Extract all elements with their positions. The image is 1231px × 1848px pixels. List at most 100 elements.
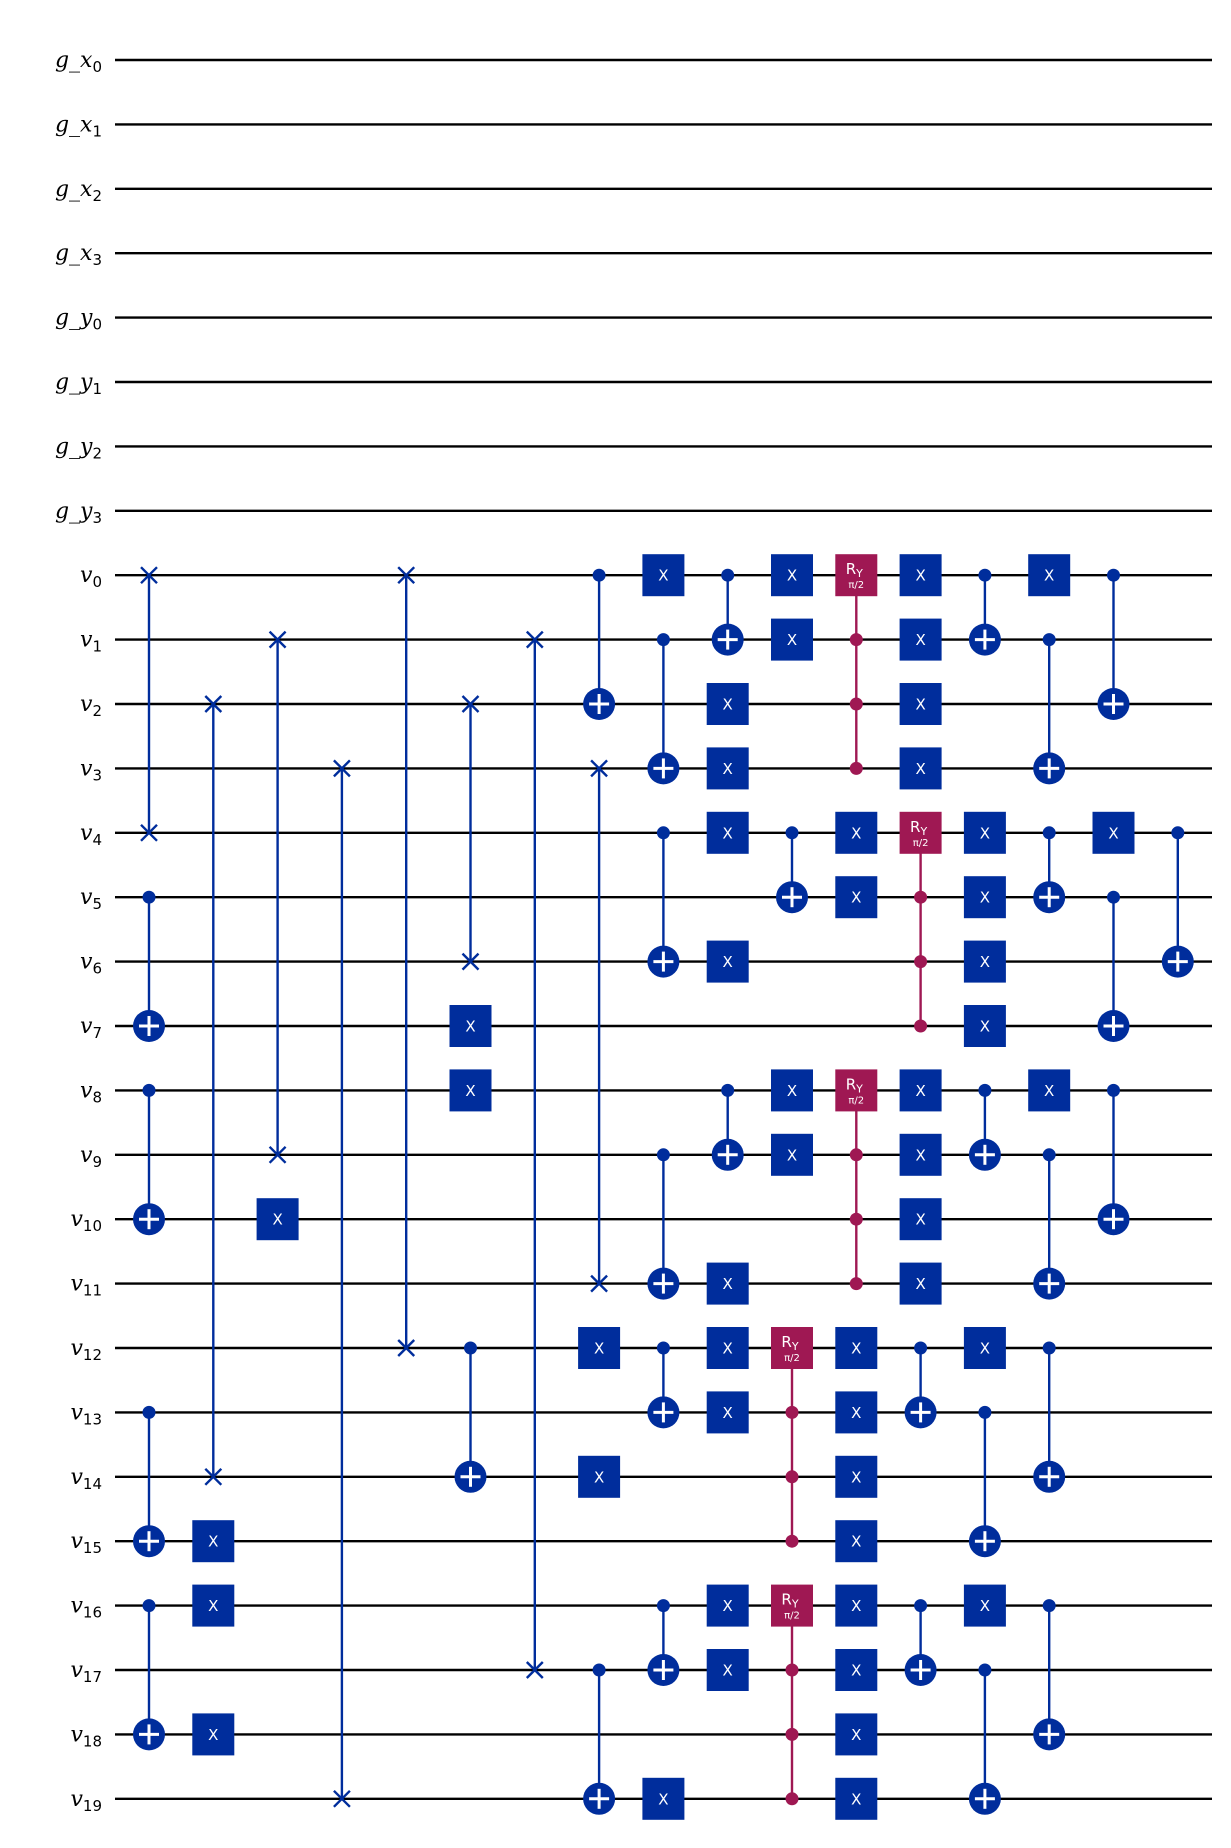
cnot-gate <box>711 568 744 656</box>
x-gate-label: X <box>1044 1082 1054 1100</box>
x-gate-box <box>835 1391 878 1434</box>
cnot-gate <box>647 1148 680 1300</box>
control-dot <box>914 1019 928 1033</box>
qubit-label: v13 <box>70 1400 102 1428</box>
x-gate-label: X <box>915 760 925 778</box>
cnot-gate <box>968 1083 1001 1171</box>
swap-gate <box>590 759 608 1293</box>
x-gate: X <box>449 1069 492 1112</box>
x-gate: X <box>578 1327 621 1369</box>
swap-gate <box>268 630 287 1164</box>
control-dot <box>914 955 928 969</box>
swap-gate <box>204 695 223 1486</box>
x-gate-label: X <box>723 1404 733 1422</box>
cnot-gate <box>647 633 680 785</box>
x-gate-box <box>899 683 942 725</box>
qubit-index: 2 <box>92 444 102 462</box>
x-gate: X <box>963 1005 1006 1047</box>
swap-cross-b <box>204 1467 223 1486</box>
ry-gate-box <box>771 1327 813 1369</box>
ry-gate-param: π/2 <box>913 838 929 849</box>
x-gate-label: X <box>980 1340 990 1358</box>
swap-gate <box>140 566 158 842</box>
qubit-name: v <box>70 1594 83 1619</box>
cnot-gate <box>133 1405 165 1558</box>
qubit-index: 2 <box>92 702 102 720</box>
x-gate: X <box>706 940 749 983</box>
x-gate-label: X <box>465 1018 475 1036</box>
qubit-index: 7 <box>92 1024 102 1042</box>
qubit-name: v <box>70 1400 83 1425</box>
x-gate-label: X <box>851 1404 861 1422</box>
cnot-gate <box>968 1663 1001 1815</box>
qubit-label: g_y3 <box>55 499 102 527</box>
x-gate-box <box>706 1262 749 1305</box>
control-dot <box>849 633 863 647</box>
x-gate-box <box>835 876 878 919</box>
x-gate-label: X <box>980 824 990 842</box>
cnot-gate <box>904 1599 937 1686</box>
cnot-gate <box>904 1341 937 1429</box>
x-gate-label: X <box>851 1790 861 1808</box>
qubit-name: v <box>80 756 93 781</box>
x-gate-label: X <box>723 760 733 778</box>
qubit-label: v4 <box>80 821 102 849</box>
x-gate-box <box>449 1069 492 1112</box>
qubit-label: v2 <box>80 692 102 720</box>
control-dot <box>592 1663 606 1677</box>
control-dot <box>1042 633 1056 647</box>
swap-cross-b <box>461 695 480 713</box>
x-gate: X <box>771 618 813 661</box>
x-gate-box <box>706 1327 749 1369</box>
ry-gate-subscript: Y <box>855 1082 863 1095</box>
x-gate-label: X <box>1108 824 1118 842</box>
swap-gate <box>333 759 351 1808</box>
cnot-gate <box>583 1663 616 1815</box>
qubit-label: v19 <box>70 1787 102 1815</box>
qubit-label: v6 <box>80 950 102 978</box>
control-dot <box>721 1083 735 1097</box>
x-gate-box <box>578 1327 621 1369</box>
qubit-label: v3 <box>80 756 102 784</box>
x-gate: X <box>642 1777 685 1820</box>
x-gate: X <box>835 1713 878 1756</box>
x-gate: X <box>835 1777 878 1820</box>
qubit-label: v8 <box>80 1078 102 1106</box>
x-gate-box <box>899 1198 942 1241</box>
qubit-name: g_x <box>55 241 93 266</box>
qubit-label: g_x2 <box>55 177 102 205</box>
x-gate-box <box>963 1005 1006 1047</box>
x-gate-box <box>899 1069 942 1112</box>
control-dot <box>914 1341 928 1355</box>
x-gate: X <box>1092 811 1135 854</box>
swap-cross-b <box>461 952 480 971</box>
control-dot <box>142 1405 156 1419</box>
ry-gate-subscript: Y <box>855 567 863 580</box>
ry-gate-subscript: Y <box>791 1598 799 1611</box>
x-gate-label: X <box>787 567 797 585</box>
qubit-index: 3 <box>92 251 102 269</box>
qubit-name: g_y <box>55 434 93 459</box>
x-gate: X <box>642 554 685 597</box>
x-gate-box <box>963 1327 1006 1369</box>
ry-gate-box <box>835 1069 878 1112</box>
x-gate-box <box>899 1133 942 1176</box>
control-dot <box>656 826 670 840</box>
x-gate: X <box>706 1649 749 1691</box>
qubit-index: 14 <box>83 1475 102 1493</box>
qubit-index: 0 <box>92 316 102 334</box>
x-gate-label: X <box>723 1340 733 1358</box>
x-gate: X <box>899 683 942 725</box>
x-gate-box <box>835 1327 878 1369</box>
qubit-name: v <box>80 628 93 653</box>
control-dot <box>978 1663 992 1677</box>
qubit-label: v7 <box>80 1014 102 1042</box>
x-gate-label: X <box>915 567 925 585</box>
x-gate: X <box>706 747 749 790</box>
cnot-gate <box>1097 1083 1130 1236</box>
qubit-index: 18 <box>83 1732 102 1750</box>
qubit-label: v9 <box>80 1143 102 1171</box>
cnot-gate <box>647 1341 680 1429</box>
control-dot <box>978 1083 992 1097</box>
x-gate-box <box>771 1069 813 1112</box>
